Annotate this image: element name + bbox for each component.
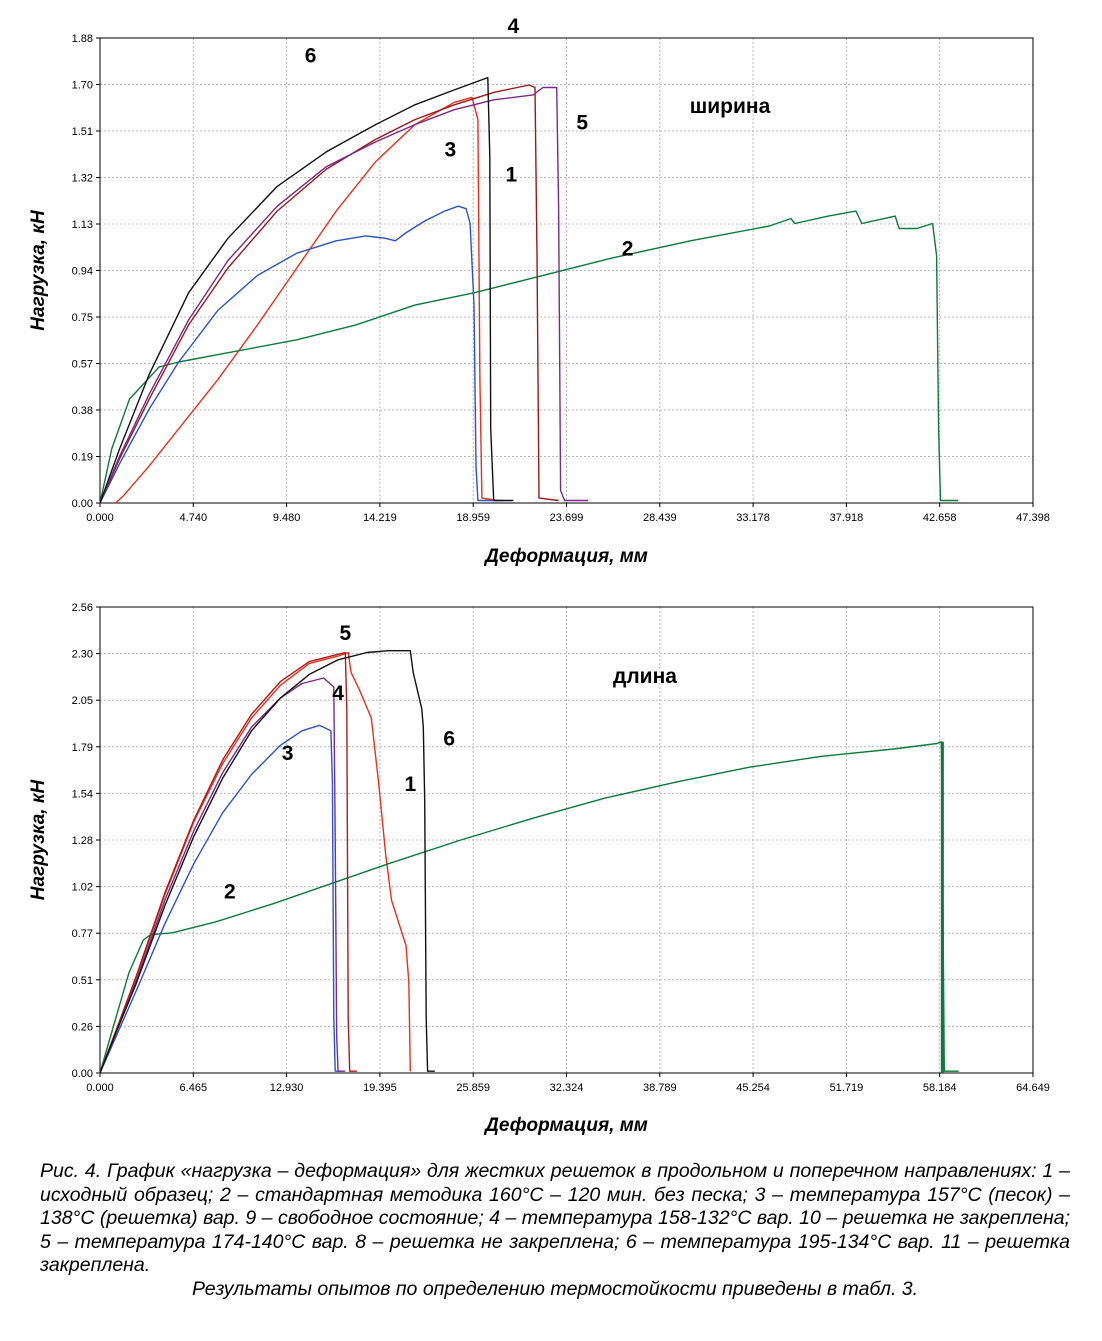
- y-tick-label: 0.94: [72, 266, 93, 278]
- y-tick-label: 0.57: [72, 359, 93, 371]
- y-tick-label: 0.75: [72, 312, 93, 324]
- series-line-6: [99, 76, 514, 504]
- x-tick-label: 4.740: [180, 512, 208, 524]
- y-axis-title: Нагрузка, кН: [28, 209, 49, 331]
- y-tick-label: 2.56: [72, 602, 93, 614]
- y-tick-label: 2.30: [72, 649, 93, 661]
- y-tick-label: 0.26: [72, 1021, 93, 1033]
- curve-label-4: 4: [508, 15, 520, 38]
- x-tick-label: 12.930: [270, 1082, 304, 1094]
- x-tick-label: 64.649: [1016, 1082, 1050, 1094]
- figure-caption: Рис. 4. График «нагрузка – деформация» д…: [40, 1160, 1070, 1301]
- x-tick-label: 28.439: [643, 512, 677, 524]
- x-tick-label: 9.480: [273, 512, 301, 524]
- curve-label-2: 2: [224, 880, 236, 903]
- x-tick-label: 58.184: [923, 1082, 957, 1094]
- y-tick-label: 2.05: [72, 695, 93, 707]
- curve-label-5: 5: [339, 622, 351, 645]
- series-line-1: [99, 651, 411, 1074]
- x-tick-label: 23.699: [550, 512, 584, 524]
- series-line-5: [99, 86, 589, 504]
- series-line-2: [99, 210, 959, 504]
- x-tick-label: 38.789: [643, 1082, 677, 1094]
- curve-label-3: 3: [445, 139, 457, 162]
- series-line-4: [99, 677, 346, 1074]
- x-tick-label: 6.465: [180, 1082, 208, 1094]
- x-tick-label: 45.254: [736, 1082, 770, 1094]
- x-tick-label: 42.658: [923, 512, 957, 524]
- x-tick-label: 0.000: [86, 1082, 114, 1094]
- y-tick-label: 1.79: [72, 742, 93, 754]
- curve-label-1: 1: [404, 773, 416, 796]
- x-axis-title: Деформация, мм: [483, 1115, 648, 1136]
- x-tick-label: 37.918: [830, 512, 864, 524]
- series-line-2: [99, 741, 959, 1074]
- x-tick-label: 32.324: [550, 1082, 584, 1094]
- curve-label-6: 6: [305, 45, 317, 68]
- y-tick-label: 1.28: [72, 835, 93, 847]
- x-tick-label: 0.000: [86, 512, 114, 524]
- x-tick-label: 47.398: [1016, 512, 1050, 524]
- curve-label-5: 5: [576, 112, 588, 135]
- series-line-3: [99, 205, 504, 504]
- series-line-3: [99, 724, 343, 1074]
- y-tick-label: 1.32: [72, 173, 93, 185]
- x-tick-label: 18.959: [456, 512, 490, 524]
- curve-label-2: 2: [622, 238, 634, 261]
- y-tick-label: 1.54: [72, 788, 93, 800]
- series-line-1: [115, 96, 498, 504]
- y-tick-label: 1.70: [72, 80, 93, 92]
- series-line-4: [99, 84, 559, 504]
- curve-label-1: 1: [506, 163, 518, 186]
- y-axis-title: Нагрузка, кН: [28, 779, 49, 901]
- chart-length: 0.000 6.465 12.930 19.395 25.859 32.324 38.789…: [28, 602, 1050, 1136]
- y-tick-label: 0.00: [72, 1068, 93, 1080]
- y-tick-label: 0.38: [72, 405, 93, 417]
- y-tick-label: 1.88: [72, 33, 93, 45]
- chart-width: 0.000 4.740 9.480 14.219 18.959 23.699 28.439 3…: [28, 15, 1050, 567]
- y-tick-label: 0.00: [72, 498, 93, 510]
- x-tick-label: 51.719: [830, 1082, 864, 1094]
- y-tick-label: 1.02: [72, 882, 93, 894]
- chart-annotation: ширина: [690, 95, 771, 118]
- curve-label-3: 3: [282, 742, 294, 765]
- x-axis-title: Деформация, мм: [483, 546, 648, 567]
- y-tick-label: 0.77: [72, 928, 93, 940]
- x-tick-label: 33.178: [736, 512, 770, 524]
- x-tick-label: 25.859: [456, 1082, 490, 1094]
- chart-annotation: длина: [613, 665, 677, 688]
- y-tick-label: 0.51: [72, 975, 93, 987]
- series-line-6: [99, 650, 435, 1074]
- series-line-5: [99, 651, 357, 1074]
- y-tick-label: 1.13: [72, 219, 93, 231]
- caption-last-line: Результаты опытов по определению термост…: [191, 1277, 919, 1300]
- y-tick-label: 0.19: [72, 452, 93, 464]
- curve-label-6: 6: [443, 727, 455, 750]
- x-tick-label: 14.219: [363, 512, 397, 524]
- y-tick-label: 1.51: [72, 126, 93, 138]
- x-tick-label: 19.395: [363, 1082, 397, 1094]
- curve-label-4: 4: [332, 682, 344, 705]
- caption-main: Рис. 4. График «нагрузка – деформация» д…: [40, 1160, 1070, 1276]
